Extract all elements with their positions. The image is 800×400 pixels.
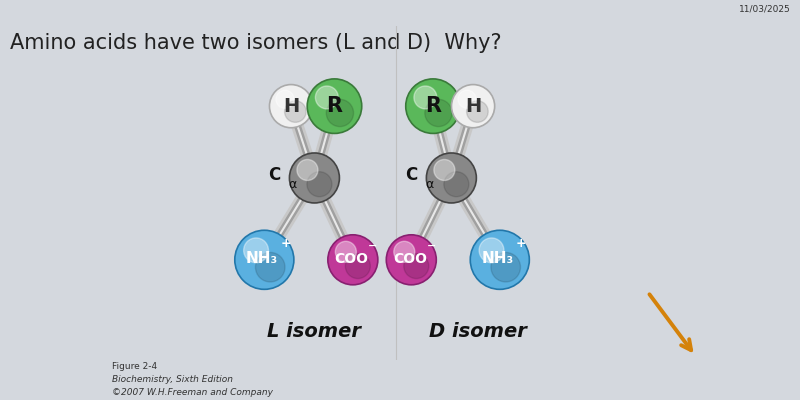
Text: R: R bbox=[326, 96, 342, 116]
Circle shape bbox=[234, 230, 294, 289]
Circle shape bbox=[326, 99, 354, 127]
Circle shape bbox=[244, 238, 269, 263]
Circle shape bbox=[285, 101, 306, 122]
Text: 11/03/2025: 11/03/2025 bbox=[738, 5, 790, 14]
Text: −: − bbox=[368, 241, 378, 251]
Text: Biochemistry, Sixth Edition: Biochemistry, Sixth Edition bbox=[112, 375, 233, 384]
Text: ©2007 W.H.Freeman and Company: ©2007 W.H.Freeman and Company bbox=[112, 388, 273, 398]
Circle shape bbox=[270, 84, 313, 128]
Circle shape bbox=[458, 90, 476, 108]
Circle shape bbox=[297, 160, 318, 180]
Text: D isomer: D isomer bbox=[429, 322, 527, 341]
Text: C: C bbox=[406, 166, 418, 184]
Circle shape bbox=[414, 86, 437, 109]
Circle shape bbox=[451, 84, 494, 128]
Circle shape bbox=[434, 160, 455, 180]
Text: α: α bbox=[425, 178, 433, 191]
Text: COO: COO bbox=[393, 252, 427, 266]
Circle shape bbox=[335, 241, 356, 262]
Text: Amino acids have two isomers (L and D)  Why?: Amino acids have two isomers (L and D) W… bbox=[10, 33, 502, 53]
Text: −: − bbox=[426, 241, 436, 251]
Circle shape bbox=[479, 238, 504, 263]
Text: NH₃: NH₃ bbox=[246, 251, 278, 266]
Text: H: H bbox=[283, 97, 299, 116]
Circle shape bbox=[255, 252, 285, 282]
Circle shape bbox=[394, 241, 414, 262]
Text: α: α bbox=[288, 178, 296, 191]
Circle shape bbox=[346, 254, 370, 278]
Circle shape bbox=[386, 235, 436, 285]
Circle shape bbox=[290, 153, 339, 203]
Text: +: + bbox=[516, 237, 526, 250]
Circle shape bbox=[491, 252, 521, 282]
Text: R: R bbox=[425, 96, 441, 116]
Circle shape bbox=[315, 86, 338, 109]
Circle shape bbox=[328, 235, 378, 285]
Circle shape bbox=[276, 90, 294, 108]
Text: L isomer: L isomer bbox=[267, 322, 362, 341]
Text: NH₃: NH₃ bbox=[482, 251, 514, 266]
Circle shape bbox=[444, 172, 469, 197]
Circle shape bbox=[426, 153, 476, 203]
Circle shape bbox=[406, 79, 460, 134]
Circle shape bbox=[466, 101, 488, 122]
Text: COO: COO bbox=[334, 252, 369, 266]
Text: Figure 2-4: Figure 2-4 bbox=[112, 362, 157, 371]
Circle shape bbox=[470, 230, 530, 289]
Text: C: C bbox=[269, 166, 281, 184]
Circle shape bbox=[425, 99, 452, 127]
Text: H: H bbox=[465, 97, 482, 116]
Text: +: + bbox=[280, 237, 291, 250]
Circle shape bbox=[404, 254, 429, 278]
Circle shape bbox=[307, 79, 362, 134]
Circle shape bbox=[307, 172, 332, 197]
